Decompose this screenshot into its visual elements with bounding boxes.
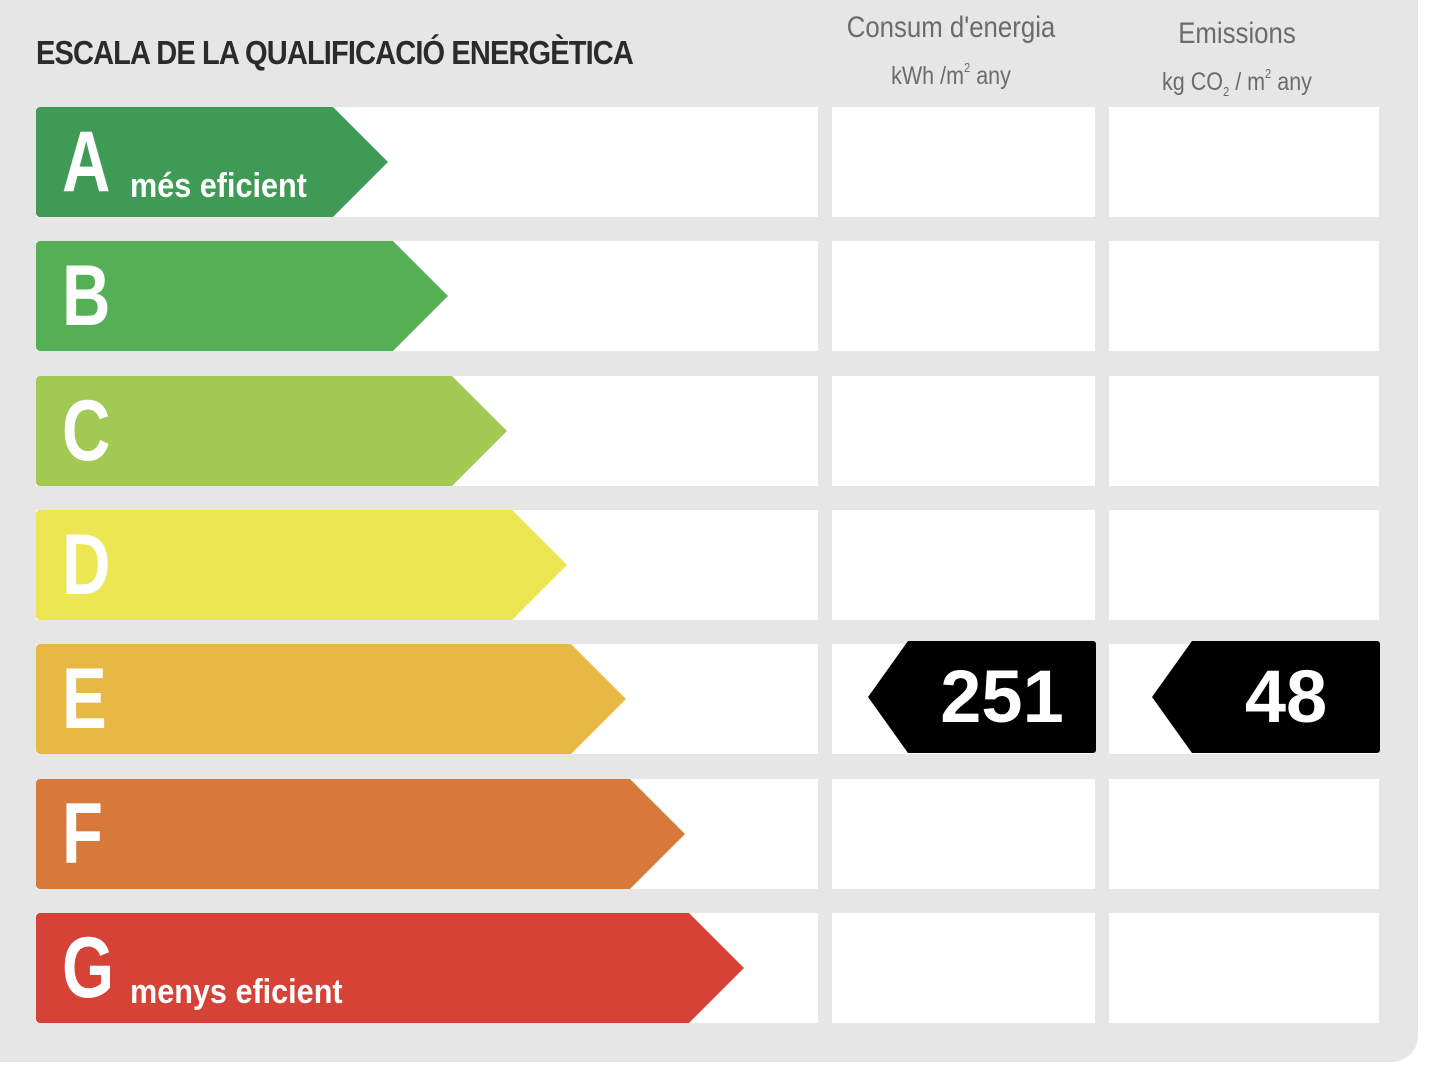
consum-value: 251 [940, 655, 1064, 738]
rating-arrow-b: B [36, 241, 448, 351]
rating-arrow-a: A més eficient [36, 107, 388, 217]
emissions-column-header: Emissions kg CO2 / m2 any [1123, 14, 1350, 112]
rating-tagline-worst: menys eficient [130, 973, 343, 1011]
emissions-cell [1109, 241, 1379, 351]
emissions-cell [1109, 510, 1379, 620]
rating-letter: F [62, 786, 103, 882]
rating-letter: B [62, 248, 111, 344]
consum-unit: kWh /m2 any [891, 60, 1011, 90]
emissions-value: 48 [1244, 655, 1328, 738]
consum-cell [832, 779, 1095, 889]
rating-arrow-d: D [36, 510, 567, 620]
emissions-cell [1109, 913, 1379, 1023]
rating-letter: A [62, 114, 111, 210]
rating-arrow-g: G menys eficient [36, 913, 744, 1023]
rating-letter: E [62, 651, 107, 747]
rating-arrow-f: F [36, 779, 685, 889]
consum-cell [832, 241, 1095, 351]
emissions-title: Emissions [1178, 17, 1296, 50]
emissions-value-marker: 48 [1152, 641, 1380, 753]
consum-cell [832, 376, 1095, 486]
emissions-unit: kg CO2 / m2 any [1162, 66, 1312, 99]
emissions-cell [1109, 376, 1379, 486]
consum-column-header: Consum d'energia kWh /m2 any [838, 8, 1063, 96]
scale-title: ESCALA DE LA QUALIFICACIÓ ENERGÈTICA [36, 34, 634, 71]
consum-value-marker: 251 [868, 641, 1096, 753]
consum-cell [832, 107, 1095, 217]
rating-letter: G [62, 920, 115, 1016]
rating-letter: D [62, 517, 111, 613]
consum-title: Consum d'energia [846, 11, 1056, 44]
rating-tagline-best: més eficient [130, 167, 307, 205]
rating-arrow-e: E [36, 644, 626, 754]
emissions-cell [1109, 107, 1379, 217]
consum-cell [832, 510, 1095, 620]
rating-letter: C [62, 383, 111, 479]
consum-cell [832, 913, 1095, 1023]
rating-arrow-c: C [36, 376, 507, 486]
emissions-cell [1109, 779, 1379, 889]
